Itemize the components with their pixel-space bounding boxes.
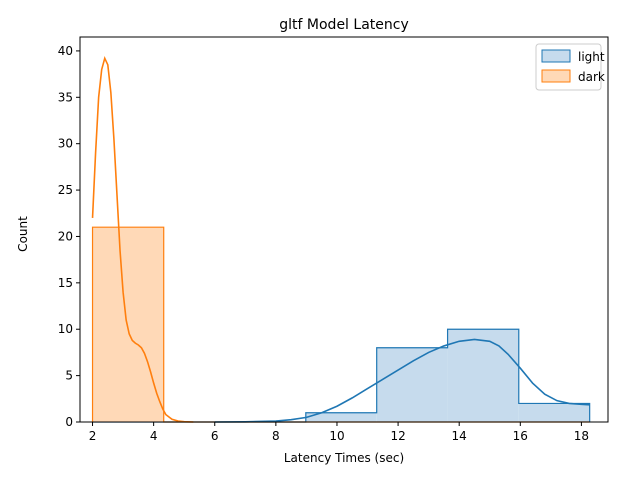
- y-tick-label-20: 20: [58, 229, 73, 243]
- x-tick-label-18: 18: [574, 429, 589, 443]
- plot-frame: [79, 36, 609, 423]
- x-tick-label-12: 12: [390, 429, 405, 443]
- chart-title: gltf Model Latency: [279, 17, 408, 33]
- bar-dark-0: [92, 227, 164, 422]
- y-axis-label: Count: [16, 216, 30, 252]
- legend-swatch-dark: [541, 69, 571, 83]
- legend: light dark: [535, 43, 605, 91]
- bar-light-4: [376, 347, 448, 422]
- x-tick-label-4: 4: [150, 429, 158, 443]
- x-tick-label-8: 8: [272, 429, 280, 443]
- x-tick-label-10: 10: [329, 429, 344, 443]
- y-tick-label-35: 35: [58, 90, 73, 104]
- kde-line-dark: [91, 56, 194, 423]
- axes-layer: [79, 36, 609, 423]
- legend-swatch-light: [541, 49, 571, 63]
- bar-light-6: [518, 403, 590, 422]
- legend-label-light: light: [578, 50, 605, 64]
- x-tick-label-2: 2: [89, 429, 97, 443]
- y-tick-label-40: 40: [58, 44, 73, 58]
- y-tick-label-30: 30: [58, 137, 73, 151]
- x-tick-label-6: 6: [211, 429, 219, 443]
- bar-light-3: [305, 412, 377, 422]
- kde-line-light: [214, 338, 590, 423]
- bars-layer: [91, 226, 591, 423]
- y-tick-label-0: 0: [65, 415, 73, 429]
- bar-light-5: [447, 329, 519, 422]
- y-tick-label-5: 5: [65, 369, 73, 383]
- x-tick-label-16: 16: [513, 429, 528, 443]
- ticks-layer: 2 4 6 8 10 12 14 16 18 0 5 10 15 20 25 30 35 40: [58, 44, 589, 443]
- legend-label-dark: dark: [578, 70, 605, 84]
- y-tick-label-15: 15: [58, 276, 73, 290]
- x-tick-label-14: 14: [452, 429, 467, 443]
- kde-layer: [91, 56, 590, 423]
- y-tick-label-25: 25: [58, 183, 73, 197]
- x-axis-label: Latency Times (sec): [284, 451, 404, 465]
- y-tick-label-10: 10: [58, 322, 73, 336]
